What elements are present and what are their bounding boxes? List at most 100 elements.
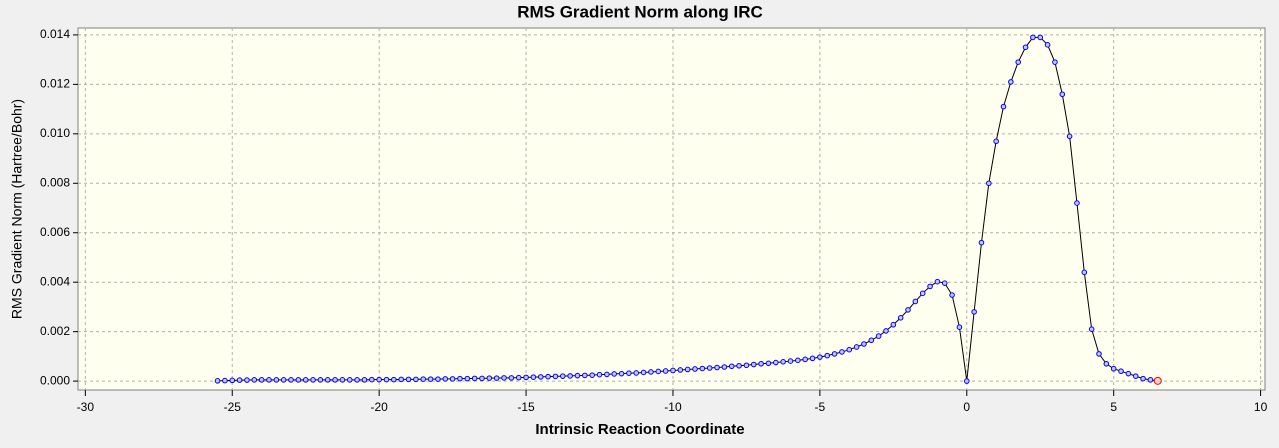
data-point: [846, 346, 853, 353]
data-point: [670, 367, 676, 374]
data-point: [750, 361, 757, 368]
data-point: [493, 375, 500, 381]
data-point: [471, 375, 478, 382]
data-point: [1066, 133, 1073, 140]
data-point: [706, 365, 713, 371]
x-tick-label: -25: [224, 400, 242, 414]
data-point: [677, 367, 684, 373]
data-point: [346, 377, 353, 383]
data-point: [1015, 59, 1021, 65]
data-point: [530, 374, 537, 380]
data-point: [868, 337, 875, 344]
plot-area: [77, 27, 1266, 391]
data-point: [464, 375, 471, 382]
data-point: [552, 373, 559, 380]
y-tick-label: 0.004: [40, 274, 70, 288]
data-point: [743, 362, 750, 369]
data-point: [295, 377, 302, 383]
x-tick-label: -30: [77, 400, 95, 414]
data-point: [971, 309, 977, 315]
data-point: [1037, 34, 1044, 41]
data-point: [780, 359, 786, 365]
data-point: [809, 355, 816, 362]
data-point: [934, 278, 941, 285]
data-point: [831, 351, 838, 357]
data-point: [758, 360, 764, 367]
data-point: [949, 292, 955, 298]
data-point: [427, 376, 434, 382]
y-tick-label: 0.012: [40, 77, 70, 91]
data-point: [684, 366, 691, 373]
data-point: [919, 290, 926, 297]
data-point: [1096, 351, 1102, 357]
data-point: [728, 363, 735, 370]
data-point: [1140, 375, 1146, 382]
data-point: [339, 377, 346, 383]
data-point: [618, 370, 625, 377]
data-point: [273, 377, 280, 383]
data-point: [449, 376, 456, 382]
data-point: [288, 377, 294, 383]
data-point: [883, 328, 889, 334]
data-point: [1132, 373, 1139, 379]
data-point: [927, 283, 933, 290]
data-point: [251, 377, 258, 383]
data-point: [817, 354, 823, 360]
data-point: [222, 377, 228, 384]
data-point: [266, 377, 272, 383]
y-tick-label: 0.014: [40, 27, 70, 41]
data-point: [714, 364, 720, 371]
y-tick-label: 0.006: [40, 225, 70, 239]
data-point: [662, 368, 669, 374]
x-tick-label: -5: [815, 400, 826, 414]
data-point: [648, 369, 654, 375]
data-point: [537, 374, 544, 380]
data-point: [787, 358, 794, 364]
data-point: [1103, 360, 1110, 367]
data-point: [824, 352, 831, 359]
data-point: [692, 366, 698, 372]
data-point: [442, 376, 449, 382]
data-point: [413, 376, 419, 383]
data-point: [773, 359, 779, 366]
data-point: [559, 373, 566, 379]
data-point: [1153, 376, 1162, 385]
data-point: [302, 377, 309, 383]
data-point: [1059, 91, 1066, 98]
data-point: [383, 376, 390, 383]
data-point: [1000, 103, 1007, 110]
data-point: [795, 357, 801, 364]
data-point: [574, 372, 581, 379]
data-point: [1022, 44, 1029, 51]
data-point: [802, 356, 808, 363]
data-point: [861, 341, 867, 347]
data-point: [420, 376, 427, 382]
data-point: [332, 377, 338, 383]
data-point: [523, 374, 529, 381]
data-point: [875, 333, 882, 339]
data-point: [376, 376, 382, 383]
data-point: [229, 377, 236, 384]
y-tick-label: 0.002: [40, 324, 70, 338]
data-point: [1074, 200, 1080, 206]
data-point: [435, 376, 441, 382]
data-point: [956, 324, 963, 330]
data-point: [515, 374, 522, 381]
data-point: [354, 377, 360, 383]
data-point: [280, 377, 287, 383]
y-tick-label: 0.000: [40, 373, 70, 387]
data-point: [1044, 42, 1051, 48]
data-point: [567, 373, 573, 379]
data-point: [369, 376, 375, 383]
x-tick-label: -10: [664, 400, 682, 414]
data-point: [1081, 269, 1088, 276]
data-point: [633, 370, 640, 376]
data-point: [897, 314, 904, 321]
data-point: [214, 378, 221, 384]
data-point: [853, 344, 860, 350]
data-point: [699, 365, 706, 372]
data-point: [993, 138, 999, 145]
data-point: [890, 321, 897, 328]
